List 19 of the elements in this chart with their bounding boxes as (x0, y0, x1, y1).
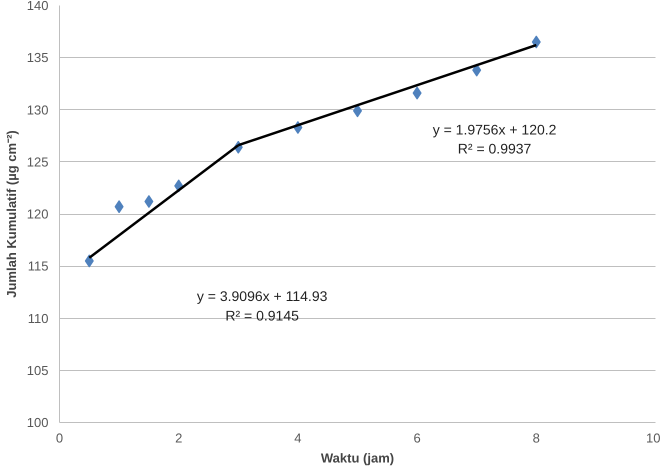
x-tick-label: 6 (413, 430, 421, 446)
x-tick-label: 2 (175, 430, 182, 446)
y-tick-label: 100 (26, 415, 49, 430)
y-axis-title: Jumlah Kumulatif (µg cm⁻²) (4, 130, 19, 298)
y-tick-label: 135 (26, 50, 49, 66)
y-tick-label: 115 (28, 258, 49, 274)
x-tick-label: 4 (294, 430, 302, 446)
x-tick-label: 8 (532, 430, 540, 446)
y-tick-label: 125 (26, 154, 49, 170)
annotation: y = 3.9096x + 114.93 R² = 0.9145 (196, 288, 328, 324)
y-tick-label: 110 (28, 310, 49, 326)
x-tick-label: 0 (56, 430, 64, 446)
x-tick-label: 10 (646, 430, 661, 446)
y-tick-label: 140 (26, 0, 49, 13)
y-tick-label: 105 (26, 362, 49, 378)
y-tick-label: 120 (26, 206, 49, 222)
y-tick-label: 130 (26, 102, 49, 118)
x-axis-title: Waktu (jam) (320, 450, 394, 466)
annotation: y = 1.9756x + 120.2 R² = 0.9937 (432, 121, 557, 157)
